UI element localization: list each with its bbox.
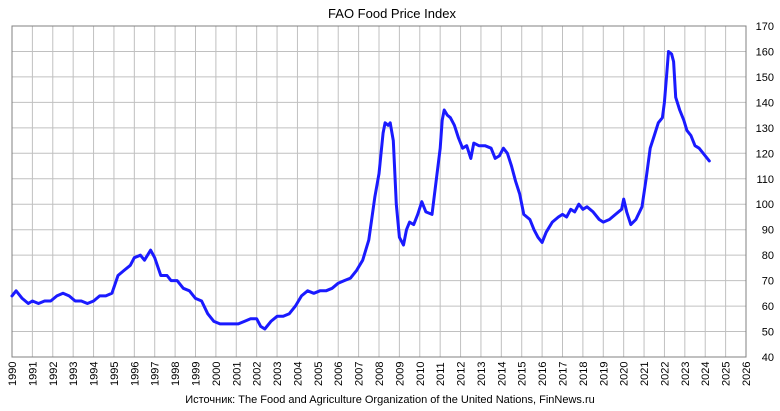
y-tick-label: 50 <box>762 327 774 339</box>
x-tick-label: 2016 <box>537 362 549 386</box>
y-tick-label: 140 <box>756 97 774 109</box>
x-tick-label: 1993 <box>68 362 80 386</box>
x-tick-label: 2021 <box>639 362 651 386</box>
chart-title: FAO Food Price Index <box>328 6 456 21</box>
y-tick-label: 120 <box>756 148 774 160</box>
x-tick-label: 1992 <box>48 362 60 386</box>
y-tick-label: 40 <box>762 352 774 364</box>
x-tick-label: 2014 <box>496 362 508 386</box>
plot-area-border <box>11 25 747 358</box>
x-tick-label: 2024 <box>700 362 712 386</box>
y-tick-label: 60 <box>762 301 774 313</box>
x-tick-label: 2019 <box>598 362 610 386</box>
y-tick-label: 170 <box>756 21 774 33</box>
x-tick-label: 2008 <box>374 362 386 386</box>
x-tick-label: 2006 <box>333 362 345 386</box>
y-tick-label: 70 <box>762 276 774 288</box>
x-tick-label: 2017 <box>558 362 570 386</box>
x-tick-label: 2013 <box>476 362 488 386</box>
y-tick-label: 130 <box>756 123 774 135</box>
x-tick-label: 2000 <box>211 362 223 386</box>
x-tick-label: 2009 <box>394 362 406 386</box>
x-tick-label: 1999 <box>191 362 203 386</box>
y-tick-label: 160 <box>756 46 774 58</box>
x-tick-label: 1997 <box>150 362 162 386</box>
x-tick-label: 1996 <box>129 362 141 386</box>
x-tick-label: 2011 <box>435 362 447 386</box>
x-tick-label: 2003 <box>272 362 284 386</box>
x-tick-label: 1995 <box>109 362 121 386</box>
x-tick-label: 2004 <box>292 362 304 386</box>
x-tick-label: 2007 <box>354 362 366 386</box>
x-tick-label: 2012 <box>456 362 468 386</box>
x-tick-label: 1998 <box>170 362 182 386</box>
x-tick-label: 2001 <box>231 362 243 386</box>
series-line <box>10 50 711 331</box>
source-note: Источник: The Food and Agriculture Organ… <box>185 394 595 406</box>
x-tick-label: 2005 <box>313 362 325 386</box>
x-tick-label: 2022 <box>659 362 671 386</box>
x-tick-label: 2023 <box>680 362 692 386</box>
x-tick-label: 1991 <box>27 362 39 386</box>
x-tick-label: 2025 <box>721 362 733 386</box>
x-tick-label: 2026 <box>741 362 753 386</box>
x-tick-label: 2002 <box>252 362 264 386</box>
y-tick-label: 150 <box>756 72 774 84</box>
y-tick-label: 80 <box>762 250 774 262</box>
x-tick-label: 2010 <box>415 362 427 386</box>
x-tick-label: 2018 <box>578 362 590 386</box>
y-tick-label: 110 <box>756 174 774 186</box>
x-tick-label: 2020 <box>619 362 631 386</box>
y-tick-label: 90 <box>762 225 774 237</box>
x-tick-label: 2015 <box>517 362 529 386</box>
y-axis: 40 50 60 70 80 90 100 110 120 130 140 150 160 170 <box>756 21 774 364</box>
x-axis: 1990 1991 1992 1993 1994 1995 1996 1997 1998 1999… <box>7 362 753 386</box>
y-tick-label: 100 <box>756 199 774 211</box>
x-tick-label: 1990 <box>7 362 19 386</box>
x-tick-label: 1994 <box>89 362 101 386</box>
